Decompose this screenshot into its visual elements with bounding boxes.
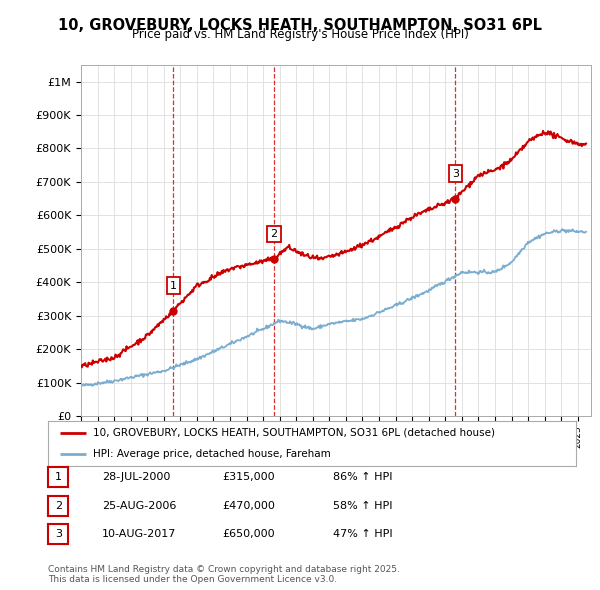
- Text: 58% ↑ HPI: 58% ↑ HPI: [333, 501, 392, 510]
- Text: 10, GROVEBURY, LOCKS HEATH, SOUTHAMPTON, SO31 6PL (detached house): 10, GROVEBURY, LOCKS HEATH, SOUTHAMPTON,…: [93, 428, 495, 438]
- Text: Contains HM Land Registry data © Crown copyright and database right 2025.
This d: Contains HM Land Registry data © Crown c…: [48, 565, 400, 584]
- Text: 86% ↑ HPI: 86% ↑ HPI: [333, 473, 392, 482]
- Text: £315,000: £315,000: [222, 473, 275, 482]
- Text: 3: 3: [55, 529, 62, 539]
- Text: 28-JUL-2000: 28-JUL-2000: [102, 473, 170, 482]
- Text: 10, GROVEBURY, LOCKS HEATH, SOUTHAMPTON, SO31 6PL: 10, GROVEBURY, LOCKS HEATH, SOUTHAMPTON,…: [58, 18, 542, 32]
- Text: 3: 3: [452, 169, 459, 179]
- Text: 2: 2: [55, 501, 62, 510]
- Text: HPI: Average price, detached house, Fareham: HPI: Average price, detached house, Fare…: [93, 449, 331, 459]
- Text: 25-AUG-2006: 25-AUG-2006: [102, 501, 176, 510]
- Text: £650,000: £650,000: [222, 529, 275, 539]
- Text: 47% ↑ HPI: 47% ↑ HPI: [333, 529, 392, 539]
- Text: 10-AUG-2017: 10-AUG-2017: [102, 529, 176, 539]
- Text: £470,000: £470,000: [222, 501, 275, 510]
- Text: 1: 1: [170, 281, 177, 291]
- Text: Price paid vs. HM Land Registry's House Price Index (HPI): Price paid vs. HM Land Registry's House …: [131, 28, 469, 41]
- Text: 2: 2: [271, 229, 277, 239]
- Text: 1: 1: [55, 473, 62, 482]
